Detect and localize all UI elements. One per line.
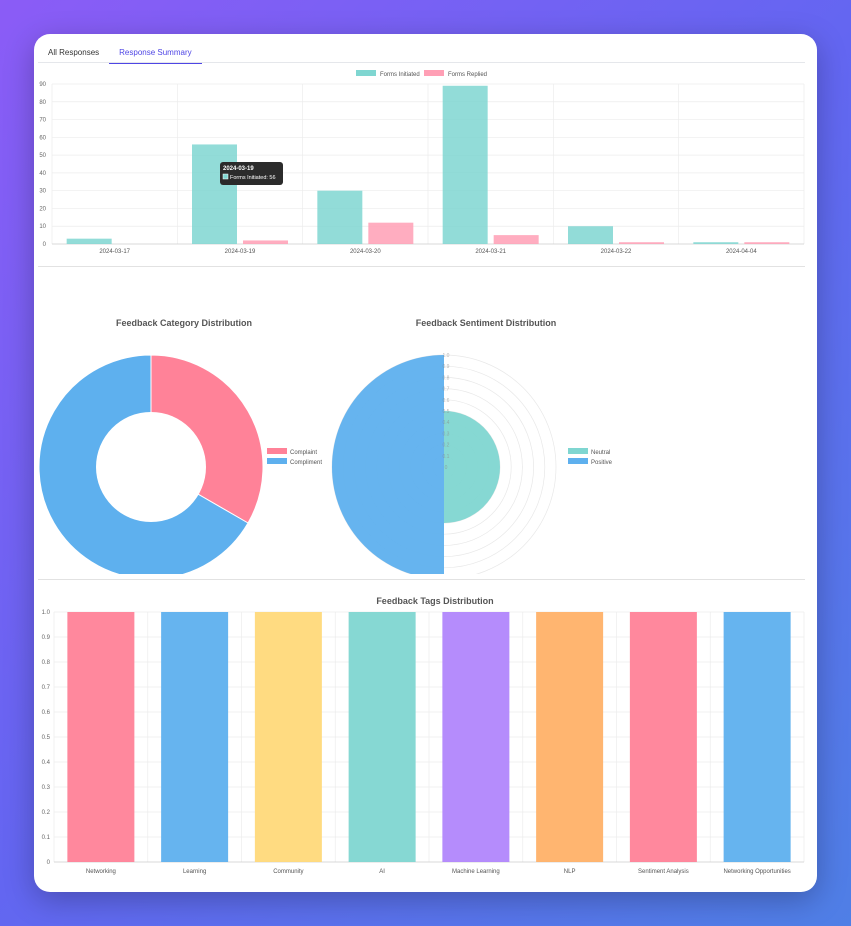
chart-title: Feedback Category Distribution — [116, 318, 252, 328]
legend-swatch — [568, 458, 588, 464]
forms-bar-chart: Forms Initiated Forms Replied 0 10 20 30 40 50 6… — [39, 70, 805, 255]
tab-all-responses[interactable]: All Responses — [48, 48, 100, 57]
chart-title: Feedback Tags Distribution — [376, 596, 493, 606]
r-tick-label: 0.3 — [443, 431, 450, 437]
r-tick-label: 0.2 — [443, 443, 450, 449]
y-tick-label: 60 — [39, 135, 46, 141]
tab-divider — [38, 62, 805, 63]
replied-bar — [243, 240, 288, 244]
tag-bar — [348, 612, 416, 862]
y-tick-label: 0.8 — [42, 660, 51, 666]
y-tick-label: 90 — [39, 82, 46, 88]
r-tick-label: 0.6 — [443, 398, 450, 404]
y-tick-label: 0.4 — [42, 760, 51, 766]
sentiment-slice — [332, 355, 444, 574]
legend-label: Positive — [591, 460, 613, 466]
y-tick-label: 0.2 — [42, 810, 51, 816]
r-tick-label: 0.1 — [443, 454, 450, 460]
tag-bar — [536, 612, 604, 862]
y-tick-label: 0.7 — [42, 685, 51, 691]
legend-swatch — [267, 458, 287, 464]
x-tick-label: 2024-03-22 — [601, 249, 632, 255]
y-tick-label: 0.3 — [42, 785, 51, 791]
y-tick-label: 10 — [39, 224, 46, 230]
tooltip — [220, 162, 283, 185]
y-tick-label: 0.6 — [42, 710, 51, 716]
sentiment-slice — [444, 411, 500, 523]
legend-label: Neutral — [591, 450, 610, 456]
initiated-bar — [693, 242, 739, 244]
tooltip-label: Forms Initiated: 56 — [230, 175, 276, 181]
initiated-bar — [192, 144, 237, 244]
r-tick-label: 0.8 — [443, 375, 450, 381]
x-tick-label: 2024-03-20 — [350, 249, 381, 255]
x-tick-label: Machine Learning — [452, 869, 500, 875]
initiated-bar — [66, 238, 112, 244]
x-tick-label: 2024-04-04 — [726, 249, 757, 255]
y-tick-label: 30 — [39, 189, 46, 195]
r-tick-label: 0 — [445, 465, 448, 471]
section-divider — [38, 579, 805, 580]
tag-bar — [442, 612, 510, 862]
x-tick-label: 2024-03-21 — [475, 249, 506, 255]
x-tick-label: 2024-03-19 — [225, 249, 256, 255]
legend-label: Compliment — [290, 460, 322, 466]
r-tick-label: 0.7 — [443, 387, 450, 393]
legend-label: Forms Initiated — [380, 72, 420, 78]
y-tick-label: 0 — [43, 242, 47, 248]
tags-bar-chart: Feedback Tags Distribution 0 0.1 0.2 0.3 0.4 0… — [42, 596, 805, 875]
tag-bar — [67, 612, 135, 862]
y-tick-label: 0.9 — [42, 635, 51, 641]
legend-swatch — [356, 70, 376, 76]
donut-hole — [96, 412, 206, 522]
replied-bar — [619, 242, 664, 244]
r-tick-label: 0.5 — [443, 409, 450, 415]
y-tick-label: 50 — [39, 153, 46, 159]
initiated-bar — [442, 85, 488, 245]
distribution-charts: Feedback Category Distribution Complaint C… — [38, 318, 613, 574]
x-tick-label: Community — [273, 869, 303, 875]
tag-bar — [723, 612, 791, 862]
tag-bar — [161, 612, 229, 862]
x-tick-label: NLP — [564, 869, 576, 875]
tag-bar — [254, 612, 322, 862]
y-tick-label: 0 — [47, 860, 51, 866]
initiated-bar — [568, 226, 613, 244]
legend-label: Forms Replied — [448, 72, 487, 78]
section-divider — [38, 266, 805, 267]
legend-label: Complaint — [290, 450, 317, 456]
y-tick-label: 70 — [39, 118, 46, 124]
x-tick-label: Networking — [86, 869, 116, 875]
replied-bar — [493, 235, 539, 244]
tag-bar — [629, 612, 697, 862]
y-tick-label: 0.5 — [42, 735, 51, 741]
initiated-bar — [317, 190, 363, 244]
x-tick-label: Sentiment Analysis — [638, 869, 689, 875]
y-tick-label: 80 — [39, 100, 46, 106]
legend-swatch — [568, 448, 588, 454]
tooltip-swatch — [222, 173, 229, 180]
replied-bar — [744, 242, 790, 244]
y-tick-label: 1.0 — [42, 610, 51, 616]
x-tick-label: Networking Opportunities — [723, 869, 790, 875]
y-tick-label: 40 — [39, 171, 46, 177]
tab-response-summary[interactable]: Response Summary — [109, 42, 202, 64]
r-tick-label: 1.0 — [443, 353, 450, 359]
x-tick-label: AI — [379, 869, 385, 875]
x-tick-label: 2024-03-17 — [99, 249, 130, 255]
dashboard-card: All Responses Response Summary Forms Ini… — [34, 34, 817, 892]
tab-bar: All Responses Response Summary — [38, 42, 202, 64]
y-tick-label: 0.1 — [42, 835, 51, 841]
replied-bar — [368, 222, 414, 244]
r-tick-label: 0.4 — [443, 420, 450, 426]
y-tick-label: 20 — [39, 206, 46, 212]
chart-title: Feedback Sentiment Distribution — [416, 318, 557, 328]
legend-swatch — [267, 448, 287, 454]
tooltip-title: 2024-03-19 — [223, 166, 254, 172]
x-tick-label: Learning — [183, 869, 206, 875]
r-tick-label: 0.9 — [443, 364, 450, 370]
legend-swatch — [424, 70, 444, 76]
